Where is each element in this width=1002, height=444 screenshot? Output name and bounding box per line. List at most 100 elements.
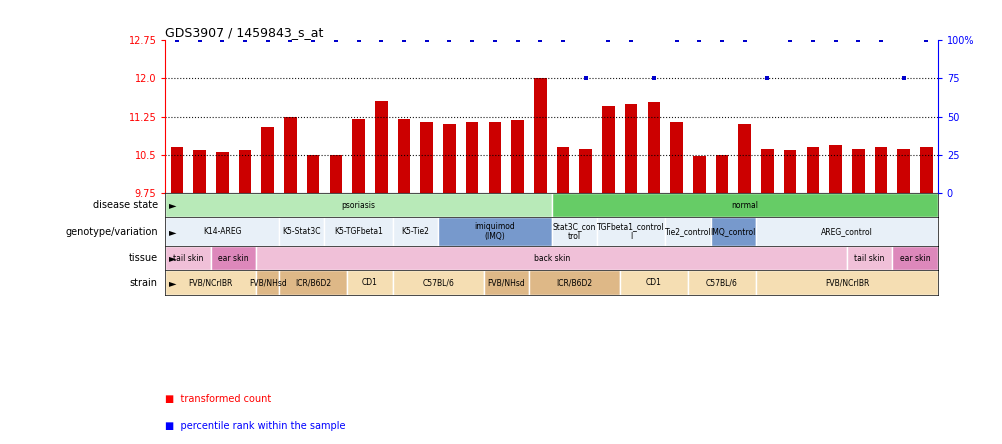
Bar — [874, 147, 887, 194]
Text: FVB/NCrIBR: FVB/NCrIBR — [824, 278, 869, 287]
Point — [804, 36, 820, 44]
Point — [782, 36, 798, 44]
Bar — [210, 246, 257, 270]
Point — [486, 36, 502, 44]
Text: ear skin: ear skin — [218, 254, 248, 263]
Point — [713, 36, 729, 44]
Point — [396, 36, 412, 44]
Text: Tie2_control: Tie2_control — [664, 227, 710, 236]
Text: ►: ► — [169, 253, 176, 263]
Text: psoriasis: psoriasis — [342, 201, 375, 210]
Point — [418, 36, 434, 44]
Bar — [483, 270, 528, 295]
Point — [441, 36, 457, 44]
Bar — [284, 117, 297, 194]
Text: tail skin: tail skin — [854, 254, 884, 263]
Bar — [624, 104, 636, 194]
Bar — [806, 147, 819, 194]
Text: FVB/NCrIBR: FVB/NCrIBR — [188, 278, 232, 287]
Bar — [352, 119, 365, 194]
Bar — [170, 147, 183, 194]
Bar — [488, 122, 501, 194]
Text: Stat3C_con
trol: Stat3C_con trol — [552, 222, 595, 242]
Bar — [257, 270, 279, 295]
Point — [168, 36, 184, 44]
Bar — [579, 149, 591, 194]
Text: ►: ► — [169, 200, 176, 210]
Text: normal: normal — [730, 201, 758, 210]
Bar — [238, 150, 250, 194]
Bar — [846, 246, 892, 270]
Text: FVB/NHsd: FVB/NHsd — [248, 278, 287, 287]
Point — [918, 36, 934, 44]
Point — [850, 36, 866, 44]
Bar — [852, 149, 864, 194]
Bar — [664, 217, 710, 246]
Bar — [257, 246, 846, 270]
Text: CD1: CD1 — [645, 278, 661, 287]
Text: genotype/variation: genotype/variation — [65, 227, 157, 237]
Bar — [511, 120, 523, 194]
Bar — [279, 270, 347, 295]
Point — [554, 36, 570, 44]
Point — [328, 36, 344, 44]
Text: ■  transformed count: ■ transformed count — [165, 394, 272, 404]
Text: ICR/B6D2: ICR/B6D2 — [295, 278, 331, 287]
Bar — [398, 119, 410, 194]
Text: back skin: back skin — [533, 254, 569, 263]
Bar — [784, 150, 796, 194]
Bar — [528, 270, 619, 295]
Text: ■  percentile rank within the sample: ■ percentile rank within the sample — [165, 420, 346, 431]
Bar — [737, 124, 750, 194]
Text: IMQ_control: IMQ_control — [710, 227, 756, 236]
Point — [351, 36, 367, 44]
Bar — [347, 270, 392, 295]
Bar — [556, 147, 569, 194]
Text: FVB/NHsd: FVB/NHsd — [487, 278, 525, 287]
Text: ►: ► — [169, 278, 176, 288]
Point — [668, 36, 684, 44]
Text: K5-Tie2: K5-Tie2 — [401, 227, 429, 236]
Point — [827, 36, 843, 44]
Bar — [551, 194, 937, 217]
Text: K5-Stat3C: K5-Stat3C — [283, 227, 321, 236]
Bar — [756, 217, 937, 246]
Bar — [193, 150, 205, 194]
Bar — [438, 217, 551, 246]
Point — [283, 36, 299, 44]
Bar — [619, 270, 687, 295]
Bar — [443, 124, 455, 194]
Bar — [165, 194, 551, 217]
Text: K5-TGFbeta1: K5-TGFbeta1 — [334, 227, 383, 236]
Bar — [669, 122, 682, 194]
Point — [645, 75, 661, 82]
Bar — [919, 147, 932, 194]
Point — [191, 36, 207, 44]
Bar — [307, 155, 319, 194]
Text: ICR/B6D2: ICR/B6D2 — [556, 278, 592, 287]
Bar — [165, 270, 257, 295]
Bar — [392, 270, 483, 295]
Text: C57BL/6: C57BL/6 — [705, 278, 737, 287]
Bar — [601, 107, 614, 194]
Text: CD1: CD1 — [362, 278, 378, 287]
Point — [214, 36, 230, 44]
Bar — [551, 217, 596, 246]
Bar — [647, 103, 659, 194]
Text: tail skin: tail skin — [173, 254, 203, 263]
Bar — [692, 156, 704, 194]
Point — [509, 36, 525, 44]
Point — [872, 36, 888, 44]
Text: strain: strain — [129, 278, 157, 288]
Point — [759, 75, 775, 82]
Point — [895, 75, 911, 82]
Bar — [325, 217, 392, 246]
Bar — [279, 217, 325, 246]
Text: GDS3907 / 1459843_s_at: GDS3907 / 1459843_s_at — [165, 26, 324, 39]
Point — [577, 75, 593, 82]
Bar — [215, 152, 228, 194]
Bar — [420, 122, 433, 194]
Bar — [715, 155, 727, 194]
Text: ear skin: ear skin — [899, 254, 930, 263]
Point — [236, 36, 253, 44]
